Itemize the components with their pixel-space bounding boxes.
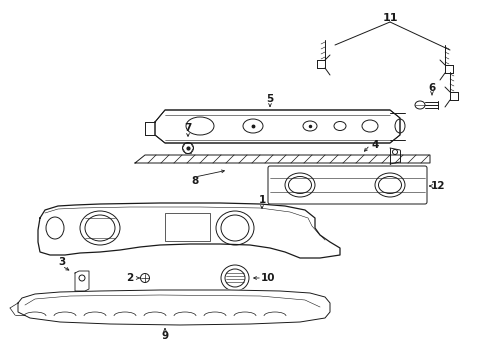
Ellipse shape <box>140 274 149 283</box>
Ellipse shape <box>374 173 404 197</box>
Polygon shape <box>155 110 399 143</box>
Ellipse shape <box>414 101 424 109</box>
Text: 6: 6 <box>427 83 435 93</box>
Text: 10: 10 <box>260 273 275 283</box>
Polygon shape <box>75 271 89 291</box>
FancyBboxPatch shape <box>267 166 426 204</box>
Ellipse shape <box>394 119 404 133</box>
Ellipse shape <box>185 117 214 135</box>
Ellipse shape <box>221 215 248 241</box>
Text: 8: 8 <box>191 176 198 186</box>
Ellipse shape <box>392 149 397 154</box>
Text: 9: 9 <box>161 331 168 341</box>
Text: 3: 3 <box>58 257 65 267</box>
Ellipse shape <box>221 265 248 291</box>
Text: 1: 1 <box>258 195 265 205</box>
Polygon shape <box>38 203 339 258</box>
Text: 5: 5 <box>266 94 273 104</box>
FancyBboxPatch shape <box>164 213 209 241</box>
Text: 4: 4 <box>370 140 378 150</box>
Text: 11: 11 <box>382 13 397 23</box>
Text: 2: 2 <box>126 273 133 283</box>
Ellipse shape <box>288 176 311 194</box>
Ellipse shape <box>46 217 64 239</box>
Ellipse shape <box>378 176 401 194</box>
Ellipse shape <box>79 275 85 281</box>
Ellipse shape <box>85 215 115 241</box>
Ellipse shape <box>243 119 263 133</box>
Ellipse shape <box>80 211 120 245</box>
Polygon shape <box>18 290 329 325</box>
Ellipse shape <box>216 211 253 245</box>
Ellipse shape <box>303 121 316 131</box>
Polygon shape <box>135 155 429 163</box>
Ellipse shape <box>361 120 377 132</box>
Ellipse shape <box>285 173 314 197</box>
Text: 12: 12 <box>430 181 445 191</box>
Ellipse shape <box>182 143 193 153</box>
Text: 7: 7 <box>184 123 191 133</box>
Ellipse shape <box>224 269 244 287</box>
Ellipse shape <box>333 122 346 131</box>
